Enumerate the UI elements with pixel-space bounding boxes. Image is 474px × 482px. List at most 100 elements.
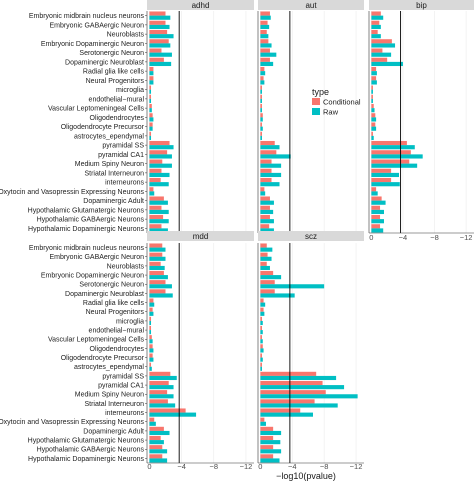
bar-raw	[260, 43, 272, 48]
bar-conditional	[149, 399, 168, 404]
bar-raw	[371, 61, 403, 67]
bar-raw	[260, 394, 358, 399]
bar-conditional	[371, 94, 373, 99]
category-label: Embryonic midbrain nucleus neurons	[29, 13, 145, 20]
bar-raw	[371, 219, 384, 224]
bar-conditional	[260, 39, 269, 44]
bar-conditional	[260, 11, 270, 16]
category-label: Dopaminergic Adult	[83, 428, 144, 435]
bar-conditional	[149, 435, 161, 441]
bar-raw	[260, 126, 263, 131]
bar-raw	[149, 163, 172, 168]
legend-entry: Raw	[323, 108, 339, 117]
bar-raw	[149, 256, 166, 261]
bar-conditional	[260, 298, 264, 303]
bar-conditional	[149, 113, 153, 118]
bar-conditional	[260, 224, 270, 229]
bar-raw	[149, 430, 170, 436]
x-tick-label: −4	[288, 462, 297, 471]
bar-conditional	[371, 48, 383, 53]
bar-conditional	[149, 85, 152, 90]
bar-conditional	[260, 426, 274, 431]
category-label: Serotonergic Neuron	[79, 50, 144, 57]
bar-conditional	[149, 380, 169, 386]
category-label: Hypothalamic GABAergic Neurons	[37, 217, 145, 224]
category-label: interneurons	[105, 410, 144, 417]
category-label: Striatal Interneuron	[84, 401, 144, 408]
bar-conditional	[149, 426, 164, 431]
bar-raw	[149, 200, 168, 205]
category-label: Embryonic Dopaminergic Neuron	[41, 272, 144, 279]
bar-conditional	[149, 224, 162, 229]
bar-conditional	[371, 205, 381, 210]
legend-entry: Conditional	[323, 98, 361, 107]
bar-raw	[149, 228, 168, 233]
bar-raw	[149, 348, 154, 353]
x-tick-label: −4	[177, 462, 186, 471]
bar-raw	[260, 135, 262, 141]
bar-conditional	[260, 325, 262, 331]
bar-raw	[260, 172, 282, 178]
category-label: pyramidal SS	[102, 143, 144, 150]
bar-conditional	[260, 20, 268, 25]
bar-raw	[149, 265, 165, 271]
bar-raw	[149, 421, 156, 426]
x-tick-label: −12	[460, 233, 473, 242]
bar-conditional	[149, 187, 154, 192]
bar-conditional	[260, 94, 262, 99]
bar-raw	[260, 71, 266, 76]
panel-strip-label: adhd	[192, 1, 210, 10]
bar-conditional	[149, 66, 154, 72]
bar-raw	[149, 339, 153, 344]
bar-raw	[149, 34, 174, 39]
bar-raw	[149, 80, 154, 85]
bar-raw	[260, 375, 337, 381]
category-label: Neural Progenitors	[86, 78, 145, 85]
category-label: Vascular Leptomeningeal Cells	[48, 106, 144, 113]
bar-conditional	[371, 131, 373, 136]
bar-raw	[149, 126, 153, 131]
bar-conditional	[149, 76, 154, 81]
category-label: Striatal Interneuron	[84, 170, 144, 177]
bar-conditional	[149, 196, 164, 201]
bar-conditional	[149, 168, 162, 173]
bar-conditional	[260, 214, 270, 220]
bar-raw	[371, 135, 374, 141]
x-tick-label: −12	[350, 462, 363, 471]
bar-raw	[260, 228, 274, 233]
panel-strip-label: bip	[416, 1, 427, 10]
bar-raw	[371, 172, 399, 178]
bar-conditional	[371, 39, 392, 44]
bar-raw	[260, 15, 271, 20]
bar-conditional	[260, 150, 277, 155]
bar-conditional	[260, 168, 272, 173]
bar-raw	[260, 440, 281, 445]
category-label: Medium Spiny Neuron	[75, 161, 144, 168]
bar-conditional	[260, 48, 270, 53]
category-label: Vascular Leptomeningeal Cells	[48, 337, 144, 344]
bar-conditional	[149, 261, 161, 266]
bar-raw	[260, 61, 274, 67]
bar-raw	[371, 52, 392, 57]
panel-strip	[258, 231, 364, 241]
bar-raw	[260, 339, 263, 344]
bar-raw	[260, 385, 345, 390]
legend-title: type	[312, 87, 329, 97]
bar-raw	[260, 302, 266, 307]
bar-conditional	[260, 66, 265, 72]
bar-raw	[260, 330, 263, 335]
bar-raw	[149, 366, 152, 371]
bar-raw	[149, 284, 172, 289]
category-label: endothelial−mural	[89, 96, 145, 103]
panel-strip	[369, 0, 474, 10]
bar-conditional	[149, 445, 163, 450]
bar-conditional	[260, 113, 263, 118]
x-tick-label: −8	[320, 462, 329, 471]
x-tick-label: 0	[258, 462, 262, 471]
bar-raw	[260, 182, 280, 187]
x-tick-label: −12	[240, 462, 253, 471]
bar-raw	[149, 320, 152, 326]
bar-conditional	[149, 57, 164, 62]
bar-conditional	[371, 85, 373, 90]
